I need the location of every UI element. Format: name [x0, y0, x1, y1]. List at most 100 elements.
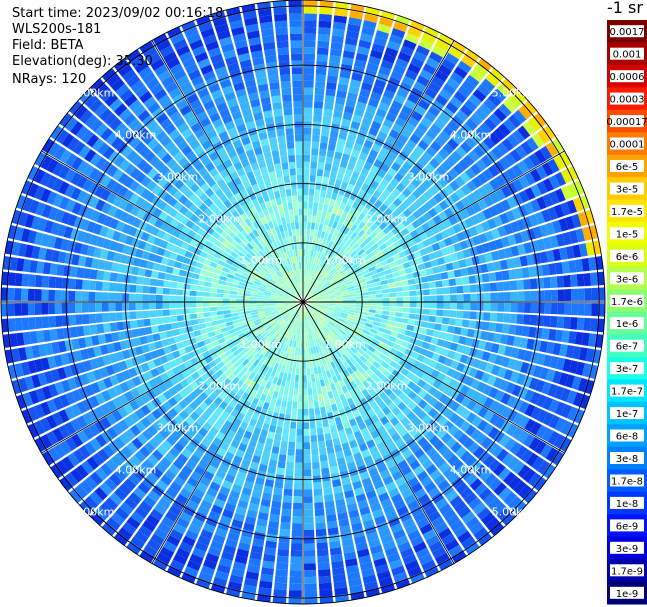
ppi-cell — [101, 302, 109, 312]
ppi-cell — [528, 153, 541, 167]
ppi-cell — [304, 307, 306, 315]
ppi-cell — [367, 171, 377, 180]
ppi-cell — [419, 348, 428, 356]
ppi-cell — [382, 188, 391, 198]
ppi-cell — [474, 369, 485, 381]
ppi-cell — [14, 273, 23, 287]
ppi-cell — [326, 514, 337, 522]
ppi-cell — [75, 302, 82, 313]
ppi-cell — [235, 506, 247, 516]
ppi-cell — [390, 248, 399, 257]
ppi-cell — [197, 505, 210, 517]
ppi-cell — [387, 373, 397, 383]
ppi-cell — [283, 421, 290, 429]
ppi-cell — [486, 150, 498, 164]
ppi-cell — [309, 277, 313, 284]
ppi-cell — [447, 350, 456, 359]
ppi-cell — [430, 141, 442, 152]
ppi-cell — [349, 10, 364, 20]
ppi-cell — [208, 442, 219, 453]
ppi-cell — [282, 359, 288, 367]
ppi-cell — [289, 428, 296, 436]
ppi-cell — [170, 559, 185, 572]
ppi-cell — [431, 423, 442, 435]
ppi-cell — [351, 446, 360, 455]
ppi-cell — [202, 422, 212, 432]
ppi-cell — [224, 473, 236, 484]
ppi-cell — [421, 254, 431, 263]
ppi-cell — [241, 358, 250, 367]
ppi-cell — [84, 476, 98, 490]
ppi-cell — [427, 274, 436, 282]
ppi-cell — [347, 433, 356, 442]
ppi-cell — [420, 276, 429, 283]
ppi-cell — [306, 321, 309, 328]
ppi-cell — [369, 231, 378, 240]
ppi-cell — [401, 280, 409, 286]
ppi-cell — [411, 416, 421, 426]
ppi-cell — [319, 252, 325, 260]
ppi-cell — [255, 420, 264, 430]
ppi-cell — [361, 568, 375, 578]
ppi-cell — [379, 212, 388, 222]
ppi-cell — [507, 495, 522, 510]
ppi-cell — [358, 320, 367, 326]
ppi-cell — [272, 322, 279, 329]
ppi-cell — [305, 290, 309, 297]
ppi-cell — [398, 203, 408, 213]
ppi-cell — [556, 233, 566, 247]
ppi-cell — [574, 331, 584, 345]
ppi-cell — [347, 328, 355, 335]
ppi-cell — [246, 354, 254, 362]
ppi-cell — [585, 241, 595, 256]
ppi-cell — [377, 327, 386, 333]
ppi-cell — [339, 268, 346, 275]
ppi-cell — [461, 276, 470, 285]
ppi-cell — [350, 250, 358, 258]
ppi-cell — [76, 326, 85, 337]
ppi-cell — [263, 444, 272, 453]
ppi-cell — [350, 215, 358, 224]
ppi-cell — [583, 317, 592, 331]
ppi-cell — [137, 463, 150, 476]
ppi-cell — [89, 471, 103, 486]
ppi-cell — [416, 302, 424, 308]
ppi-cell — [496, 506, 511, 521]
ppi-cell — [441, 485, 455, 497]
ppi-cell — [452, 223, 462, 234]
ppi-cell — [552, 248, 562, 262]
ppi-cell — [173, 523, 187, 535]
ppi-cell — [303, 307, 305, 315]
ppi-cell — [200, 411, 210, 422]
ppi-cell — [511, 164, 524, 178]
ppi-cell — [490, 250, 500, 261]
ppi-cell — [273, 355, 279, 363]
ppi-cell — [501, 452, 515, 466]
ppi-cell — [295, 320, 298, 328]
ppi-cell — [334, 310, 342, 315]
ppi-cell — [89, 491, 103, 506]
ppi-cell — [378, 341, 387, 349]
ppi-cell — [300, 355, 303, 362]
ppi-cell — [321, 294, 329, 297]
ppi-cell — [461, 80, 476, 93]
ppi-cell — [281, 313, 288, 319]
ppi-cell — [165, 330, 174, 338]
ppi-cell — [336, 276, 344, 282]
ppi-cell — [391, 432, 401, 443]
ppi-cell — [317, 47, 329, 56]
ppi-cell — [330, 383, 337, 391]
ppi-cell — [469, 478, 483, 491]
ppi-cell — [421, 499, 434, 511]
ppi-cell — [255, 476, 265, 486]
ppi-cell — [336, 90, 347, 99]
ppi-cell — [313, 290, 320, 295]
ppi-cell — [269, 514, 280, 522]
ppi-cell — [345, 212, 353, 221]
ppi-cell — [330, 553, 343, 563]
ppi-cell — [399, 274, 408, 281]
ppi-cell — [559, 247, 568, 260]
ppi-cell — [340, 271, 348, 277]
ppi-cell — [179, 488, 192, 499]
ppi-cell — [450, 441, 462, 454]
